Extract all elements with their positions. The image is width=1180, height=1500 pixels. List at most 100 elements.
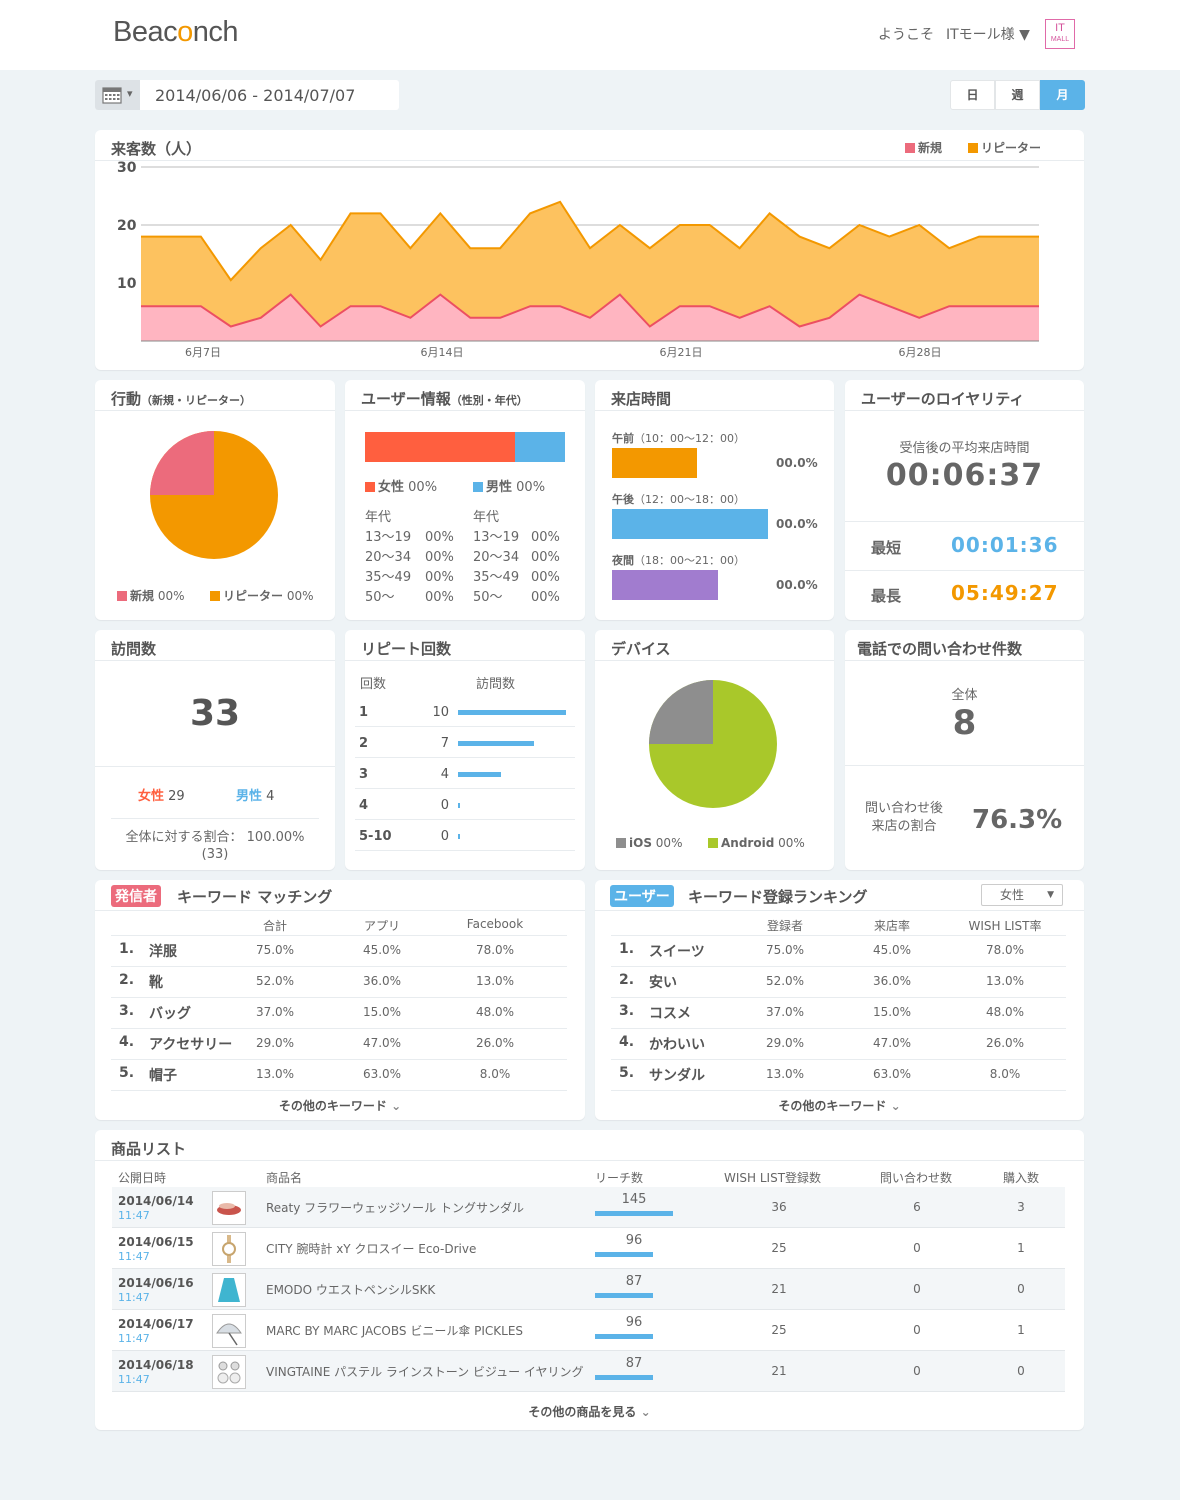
- visits-ratio: 全体に対する割合： 100.00% (33): [125, 830, 305, 862]
- android-swatch: [708, 838, 718, 848]
- divider: [845, 570, 1084, 571]
- kw-keyword[interactable]: かわいい: [649, 1037, 705, 1053]
- kw-value: 13.0%: [985, 974, 1025, 988]
- phone-card: 電話での問い合わせ件数 全体 8 問い合わせ後 来店の割合 76.3%: [845, 630, 1084, 870]
- sandal-thumbnail-icon[interactable]: [212, 1191, 246, 1225]
- product-name[interactable]: Reaty フラワーウェッジソール トングサンダル: [266, 1201, 524, 1215]
- product-wish: 25: [771, 1241, 787, 1255]
- product-reach: 96: [625, 1315, 643, 1330]
- repeat-line: [141, 200, 1039, 282]
- userinfo-title: ユーザー情報（性別・年代）: [361, 390, 528, 408]
- visittime-card: 来店時間 午前（10：00〜12：00） 00.0% 午後（12：00〜18：0…: [595, 380, 834, 620]
- period-month-button[interactable]: 月: [1040, 80, 1085, 110]
- divider: [111, 997, 567, 998]
- kw-keyword[interactable]: サンダル: [649, 1068, 705, 1084]
- mall-logo-bottom: MALL: [1050, 36, 1070, 43]
- product-row[interactable]: [112, 1310, 1065, 1351]
- divider: [355, 788, 575, 789]
- date-range-box[interactable]: [95, 80, 399, 110]
- kw-keyword[interactable]: 帽子: [149, 1068, 177, 1084]
- earring-thumbnail-icon[interactable]: [212, 1355, 246, 1389]
- product-inquiry: 6: [913, 1200, 921, 1214]
- repeat-count: 3: [359, 767, 369, 782]
- repeat-bar: [458, 710, 566, 715]
- period-day-button[interactable]: 日: [950, 80, 995, 110]
- watch-thumbnail-icon[interactable]: [212, 1232, 246, 1266]
- divider: [95, 910, 585, 911]
- skirt-thumbnail-icon[interactable]: [212, 1273, 246, 1307]
- date-range-text[interactable]: 2014/06/06 - 2014/07/07: [155, 86, 356, 105]
- mall-logo-icon[interactable]: IT MALL: [1045, 19, 1075, 49]
- kw-value: 52.0%: [255, 974, 295, 988]
- kw-rank: 5.: [119, 1065, 135, 1081]
- sender-more-link[interactable]: その他のキーワード ⌄: [278, 1099, 402, 1113]
- repeat-visits: 7: [440, 736, 449, 751]
- afternoon-pct: 00.0%: [776, 517, 818, 531]
- product-name[interactable]: VINGTAINE パステル ラインストーン ビジュー イヤリング: [266, 1365, 584, 1379]
- product-wish: 25: [771, 1323, 787, 1337]
- kw-value: 75.0%: [765, 943, 805, 957]
- product-inquiry: 0: [913, 1323, 921, 1337]
- divider: [111, 935, 567, 936]
- new-swatch: [117, 591, 127, 601]
- device-title: デバイス: [611, 640, 671, 658]
- repeat-visits: 0: [440, 798, 449, 813]
- x-tick-label: 6月28日: [899, 346, 942, 359]
- kw-col-header: WISH LIST率: [968, 919, 1042, 933]
- product-name[interactable]: CITY 腕時計 xY クロスイー Eco-Drive: [266, 1242, 477, 1256]
- kw-value: 63.0%: [362, 1067, 402, 1081]
- umbrella-thumbnail-icon[interactable]: [212, 1314, 246, 1348]
- kw-keyword[interactable]: バッグ: [149, 1006, 191, 1022]
- beaconch-logo[interactable]: Beaconch: [113, 16, 239, 48]
- kw-keyword[interactable]: スイーツ: [649, 944, 705, 960]
- kw-value: 37.0%: [765, 1005, 805, 1019]
- device-pie-chart: [649, 680, 777, 808]
- kw-rank: 3.: [619, 1003, 635, 1019]
- col-date: 公開日時: [118, 1171, 167, 1185]
- kw-value: 78.0%: [475, 943, 515, 957]
- kw-keyword[interactable]: 靴: [149, 975, 163, 991]
- gender-select[interactable]: 女性 ▼: [981, 884, 1063, 906]
- phone-rate-value: 76.3%: [972, 805, 1063, 835]
- divider: [611, 935, 1066, 936]
- kw-keyword[interactable]: 安い: [649, 975, 677, 991]
- divider: [355, 819, 575, 820]
- product-wish: 21: [771, 1364, 787, 1378]
- period-week-button[interactable]: 週: [995, 80, 1040, 110]
- calendar-button[interactable]: ▾: [95, 80, 140, 110]
- product-row[interactable]: [112, 1228, 1065, 1269]
- repeat-visits: 0: [440, 829, 449, 844]
- product-row[interactable]: [112, 1187, 1065, 1228]
- product-name[interactable]: MARC BY MARC JACOBS ビニール傘 PICKLES: [266, 1324, 524, 1338]
- legend-repeat: リピーター: [968, 139, 1041, 156]
- phone-title: 電話での問い合わせ件数: [857, 640, 1023, 658]
- kw-value: 26.0%: [475, 1036, 515, 1050]
- visits-male: 男性 4: [236, 789, 275, 804]
- kw-value: 13.0%: [765, 1067, 805, 1081]
- behavior-pie-chart: [150, 431, 278, 559]
- product-row[interactable]: [112, 1351, 1065, 1392]
- kw-value: 45.0%: [362, 943, 402, 957]
- legend-repeat-swatch: [968, 143, 978, 153]
- kw-keyword[interactable]: 洋服: [149, 944, 177, 960]
- user-menu[interactable]: ITモール様 ▼: [946, 27, 1030, 43]
- products-more-link[interactable]: その他の商品を見る ⌄: [528, 1405, 651, 1419]
- divider: [611, 966, 1066, 967]
- userinfo-card: ユーザー情報（性別・年代） 女性 00% 男性 00% 年代 13〜19 00% …: [345, 380, 585, 620]
- col-wish: WISH LIST登録数: [724, 1171, 822, 1185]
- kw-keyword[interactable]: アクセサリー: [149, 1037, 233, 1053]
- kw-keyword[interactable]: コスメ: [649, 1006, 691, 1022]
- col-name: 商品名: [266, 1171, 303, 1185]
- divider: [845, 521, 1084, 522]
- user-more-link[interactable]: その他のキーワード ⌄: [778, 1099, 901, 1113]
- col-inquiry: 問い合わせ数: [880, 1171, 953, 1185]
- col-reach: リーチ数: [595, 1171, 644, 1185]
- chevron-down-icon: ⌄: [890, 1099, 901, 1113]
- loyalty-card: ユーザーのロイヤリティ 受信後の平均来店時間 00:06:37 最短 00:01…: [845, 380, 1084, 620]
- repeat-bar: [458, 772, 502, 777]
- max-value: 05:49:27: [951, 581, 1059, 605]
- product-row[interactable]: [112, 1269, 1065, 1310]
- product-reach: 145: [621, 1192, 647, 1207]
- col-purchase: 購入数: [1003, 1171, 1040, 1185]
- product-name[interactable]: EMODO ウエストペンシルSKK: [266, 1283, 436, 1297]
